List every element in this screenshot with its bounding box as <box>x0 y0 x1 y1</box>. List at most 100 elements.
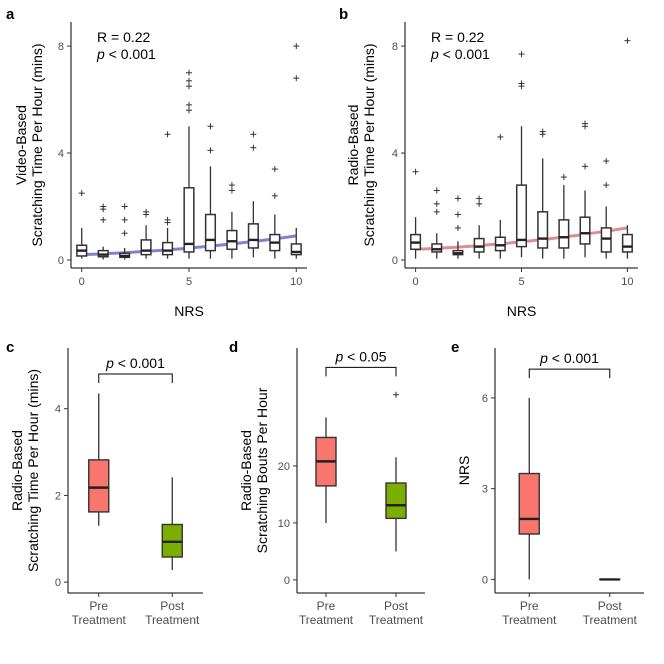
outlier-point <box>497 133 504 140</box>
p-italic: p <box>539 350 548 366</box>
category-label-line: Treatment <box>369 613 424 627</box>
box-iqr <box>431 243 443 253</box>
y-tick-label: 6 <box>482 393 488 405</box>
box-5 <box>515 51 528 258</box>
box-7 <box>226 182 238 259</box>
p-rest: < 0.001 <box>439 46 490 62</box>
significance-label: p < 0.001 <box>539 350 599 366</box>
box-10 <box>290 43 302 259</box>
panel-letter: e <box>451 339 459 356</box>
category-label-line: Treatment <box>72 613 127 627</box>
p-italic: p <box>430 46 439 62</box>
outlier-point <box>186 107 192 114</box>
box-4 <box>494 133 506 259</box>
correlation-p: p < 0.001 <box>430 46 490 62</box>
box-0 <box>410 168 422 259</box>
outlier-point <box>560 174 567 181</box>
outlier-point <box>454 224 461 231</box>
outlier-point <box>186 77 192 84</box>
category-label: Pre Treatment <box>502 599 557 627</box>
outlier-point <box>207 147 214 154</box>
box-0 <box>88 393 110 526</box>
y-tick-label: 0 <box>55 577 61 589</box>
x-axis-title: NRS <box>507 303 537 319</box>
significance-bracket: p < 0.001 <box>528 350 611 379</box>
panel-letter: d <box>229 339 238 356</box>
box-3 <box>140 208 152 259</box>
box-6 <box>537 128 549 259</box>
outlier-point <box>228 182 235 189</box>
y-tick-label: 0 <box>482 574 488 586</box>
box-iqr <box>161 241 174 256</box>
panel-b: b 0 4 8 0 5 10 NRS Radio-BasedScratching Time Pe… <box>339 6 638 319</box>
outlier-point <box>186 101 192 108</box>
significance-label: p < 0.001 <box>105 355 165 371</box>
p-rest: < 0.05 <box>343 348 386 364</box>
box-iqr <box>88 459 110 513</box>
box-iqr <box>515 184 528 248</box>
outlier-point <box>293 75 300 82</box>
y-tick-label: 20 <box>278 461 290 473</box>
box-1 <box>431 187 443 259</box>
y-tick-label: 3 <box>482 484 488 496</box>
box-0 <box>518 397 540 580</box>
box-iqr <box>226 229 238 251</box>
box-6 <box>204 123 217 259</box>
box-1 <box>97 203 109 260</box>
outlier-point <box>412 168 419 175</box>
outlier-point <box>143 208 150 215</box>
box-iqr <box>290 243 302 256</box>
box-9 <box>600 158 612 259</box>
correlation-r: R = 0.22 <box>97 29 151 45</box>
p-italic: p <box>105 355 114 371</box>
panel-letter: c <box>6 339 14 356</box>
y-axis-title: Radio-BasedScratching Time Per Hour (min… <box>9 369 41 572</box>
box-2 <box>452 195 464 259</box>
panel-letter: a <box>6 6 15 23</box>
box-1 <box>385 391 407 552</box>
outlier-point <box>433 187 440 194</box>
x-tick-label: 5 <box>186 276 192 288</box>
y-tick-label: 10 <box>278 518 290 530</box>
correlation-r: R = 0.22 <box>431 29 485 45</box>
outlier-point <box>121 230 128 237</box>
box-9 <box>269 166 281 259</box>
y-axis-title: Radio-BasedScratching Bouts Per Hour <box>238 387 270 553</box>
outlier-point <box>433 200 440 207</box>
panel-letter: b <box>339 6 348 23</box>
box-iqr <box>558 219 570 249</box>
box-8 <box>247 131 259 258</box>
box-iqr <box>140 239 152 256</box>
box-7 <box>558 174 570 259</box>
y-tick-label: 0 <box>392 255 398 267</box>
significance-label: p < 0.05 <box>335 348 387 364</box>
outlier-point <box>476 200 483 207</box>
y-axis-title-line: Radio-Based <box>345 105 361 186</box>
box-iqr <box>247 223 259 249</box>
p-italic: p <box>335 348 344 364</box>
category-label-line: Post <box>160 599 185 613</box>
x-tick-label: 10 <box>621 276 633 288</box>
category-label-line: Treatment <box>502 613 557 627</box>
box-10 <box>621 37 633 259</box>
box-0 <box>315 417 337 523</box>
x-tick-label: 10 <box>290 276 302 288</box>
y-tick-label: 2 <box>55 490 61 502</box>
category-label-line: Treatment <box>299 613 354 627</box>
y-axis-title-line: Video-Based <box>13 105 29 185</box>
box-iqr <box>579 216 591 245</box>
outlier-point <box>454 211 461 218</box>
outlier-point <box>582 120 589 127</box>
outlier-point <box>518 51 525 58</box>
panel-a: a 0 4 8 0 5 10 NRS Video-BasedScratching Time Pe… <box>6 6 307 319</box>
box-iqr <box>494 236 506 252</box>
outlier-point <box>207 123 214 130</box>
category-label: Post Treatment <box>145 599 200 627</box>
y-axis-title-line: Radio-Based <box>238 430 254 511</box>
category-label: Pre Treatment <box>299 599 354 627</box>
y-tick-label: 4 <box>58 148 64 160</box>
category-label: Post Treatment <box>583 599 638 627</box>
x-tick-label: 5 <box>518 276 524 288</box>
outlier-point <box>186 83 192 90</box>
